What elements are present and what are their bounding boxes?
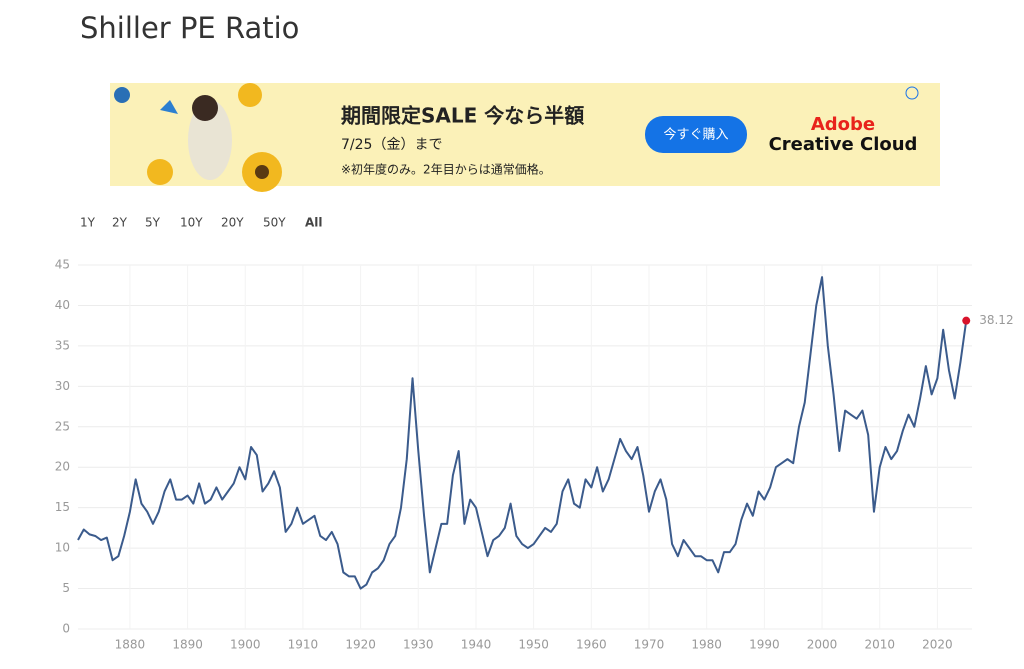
x-tick-label: 1890 [172, 638, 203, 652]
ad-note[interactable]: ※初年度のみ。2年目からは通常価格。 [341, 162, 551, 177]
chart: 0 5 10 15 20 25 30 35 40 45 1880 1890 1900 1910 1920 19… [55, 258, 1014, 652]
ad-headline[interactable]: 期間限定SALE 今なら半額 [341, 104, 584, 128]
y-tick-label: 25 [55, 419, 70, 433]
y-tick-label: 0 [62, 622, 70, 636]
ad-button-label[interactable]: 今すぐ購入 [663, 127, 728, 143]
last-value-label: 38.12 [979, 313, 1013, 327]
x-tick-label: 1960 [576, 638, 607, 652]
x-tick-label: 1940 [461, 638, 492, 652]
range-selector: 1Y 2Y 5Y 10Y 20Y 50Y All [80, 216, 323, 230]
ad-flower [147, 159, 173, 185]
ad-flower-center [255, 165, 269, 179]
data-line [77, 276, 968, 590]
ad-brand-bottom[interactable]: Creative Cloud [769, 134, 918, 155]
range-button[interactable]: 20Y [221, 216, 244, 230]
range-button[interactable]: 5Y [145, 216, 161, 230]
ad-button[interactable] [645, 116, 747, 153]
ad-brand-top[interactable]: Adobe [811, 114, 875, 135]
ad-banner[interactable]: 期間限定SALE 今なら半額 7/25（金）まで ※初年度のみ。2年目からは通常… [110, 83, 940, 192]
y-tick-label: 15 [55, 500, 70, 514]
range-button[interactable]: 2Y [112, 216, 128, 230]
x-tick-label: 1990 [749, 638, 780, 652]
y-tick-label: 5 [62, 581, 70, 595]
y-tick-label: 20 [55, 460, 70, 474]
x-tick-label: 1980 [691, 638, 722, 652]
x-tick-label: 1930 [403, 638, 434, 652]
page-title: Shiller PE Ratio [80, 11, 299, 45]
range-button[interactable]: 1Y [80, 216, 96, 230]
y-tick-label: 40 [55, 298, 70, 312]
x-tick-label: 2000 [807, 638, 838, 652]
y-tick-label: 35 [55, 338, 70, 352]
ad-figure [188, 100, 232, 180]
x-tick-label: 1880 [115, 638, 146, 652]
range-button[interactable]: All [305, 216, 323, 230]
range-button[interactable]: 50Y [263, 216, 286, 230]
y-tick-label: 45 [55, 258, 70, 272]
ad-info[interactable] [905, 86, 919, 100]
ad-date[interactable]: 7/25（金）まで [341, 137, 442, 153]
last-point [962, 316, 971, 325]
x-tick-label: 1900 [230, 638, 261, 652]
x-tick-label: 1920 [345, 638, 376, 652]
x-tick-label: 1950 [518, 638, 549, 652]
y-tick-label: 10 [55, 541, 70, 555]
x-tick-label: 2020 [922, 638, 953, 652]
x-tick-label: 1910 [288, 638, 319, 652]
ad-figure-head [192, 95, 218, 121]
range-button[interactable]: 10Y [180, 216, 203, 230]
ad-flower [238, 83, 262, 107]
x-tick-label: 1970 [634, 638, 665, 652]
y-tick-label: 30 [55, 379, 70, 393]
ad-butterfly [160, 100, 178, 114]
ad-icon[interactable] [114, 87, 130, 103]
x-tick-label: 2010 [864, 638, 895, 652]
